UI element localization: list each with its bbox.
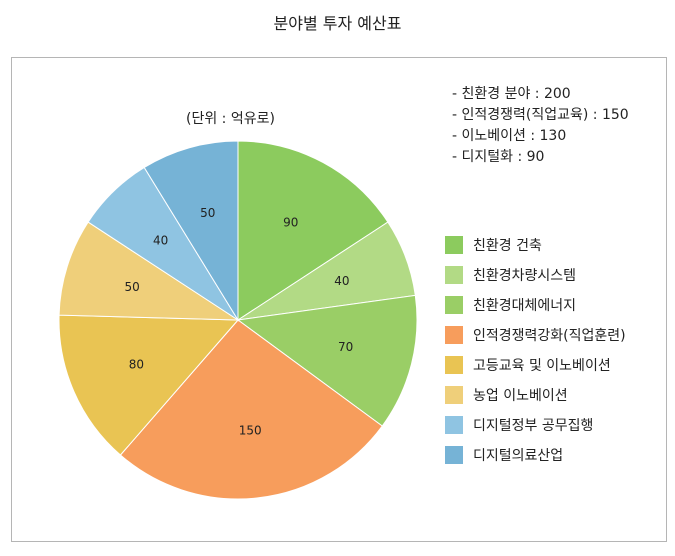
legend-label: 친환경 건축 (473, 238, 542, 254)
legend-swatch (445, 416, 463, 434)
legend-item: 농업 이노베이션 (445, 380, 626, 410)
summary-item-human: - 인적경쟁력(직업교육) : 150 (452, 107, 629, 123)
slice-value-label: 50 (200, 206, 215, 220)
summary-item-green: - 친환경 분야 : 200 (452, 86, 571, 102)
pie-slice (237, 140, 389, 321)
legend-item: 친환경대체에너지 (445, 290, 626, 320)
legend-swatch (445, 356, 463, 374)
legend-swatch (445, 266, 463, 284)
legend-swatch (445, 446, 463, 464)
legend-label: 친환경차량시스템 (473, 268, 577, 284)
slice-value-label: 40 (334, 274, 349, 288)
legend-label: 인적경쟁력강화(직업훈련) (473, 328, 626, 344)
slice-value-label: 80 (129, 358, 144, 372)
legend-item: 디지털정부 공무집행 (445, 410, 626, 440)
legend-swatch (445, 386, 463, 404)
summary-item-digital: - 디지털화 : 90 (452, 149, 545, 165)
legend-swatch (445, 326, 463, 344)
summary-list: - 친환경 분야 : 200 - 인적경쟁력(직업교육) : 150 - 이노베… (452, 84, 629, 168)
chart-frame (11, 57, 667, 542)
slice-value-label: 90 (283, 215, 298, 229)
slice-value-label: 150 (239, 423, 262, 437)
page-title: 분야별 투자 예산표 (273, 14, 402, 33)
summary-item-innovation: - 이노베이션 : 130 (452, 128, 567, 144)
slice-value-label: 50 (124, 280, 139, 294)
legend-item: 인적경쟁력강화(직업훈련) (445, 320, 626, 350)
legend-item: 친환경 건축 (445, 230, 626, 260)
legend-label: 농업 이노베이션 (473, 388, 568, 404)
pie-slice (119, 319, 383, 500)
legend-swatch (445, 296, 463, 314)
legend: 친환경 건축 친환경차량시스템 친환경대체에너지 인적경쟁력강화(직업훈련) 고… (445, 230, 626, 470)
legend-swatch (445, 236, 463, 254)
legend-item: 디지털의료산업 (445, 440, 626, 470)
pie-slice (143, 140, 239, 322)
slice-value-label: 40 (153, 233, 168, 247)
legend-item: 친환경차량시스템 (445, 260, 626, 290)
pie-slice (58, 221, 240, 321)
unit-label: (단위 : 억유로) (186, 111, 275, 127)
pie-slice (236, 294, 418, 427)
slice-value-label: 70 (338, 340, 353, 354)
legend-label: 디지털정부 공무집행 (473, 418, 594, 434)
legend-item: 고등교육 및 이노베이션 (445, 350, 626, 380)
pie-slice (58, 314, 240, 456)
legend-label: 디지털의료산업 (473, 448, 564, 464)
legend-label: 고등교육 및 이노베이션 (473, 358, 611, 374)
legend-label: 친환경대체에너지 (473, 298, 577, 314)
